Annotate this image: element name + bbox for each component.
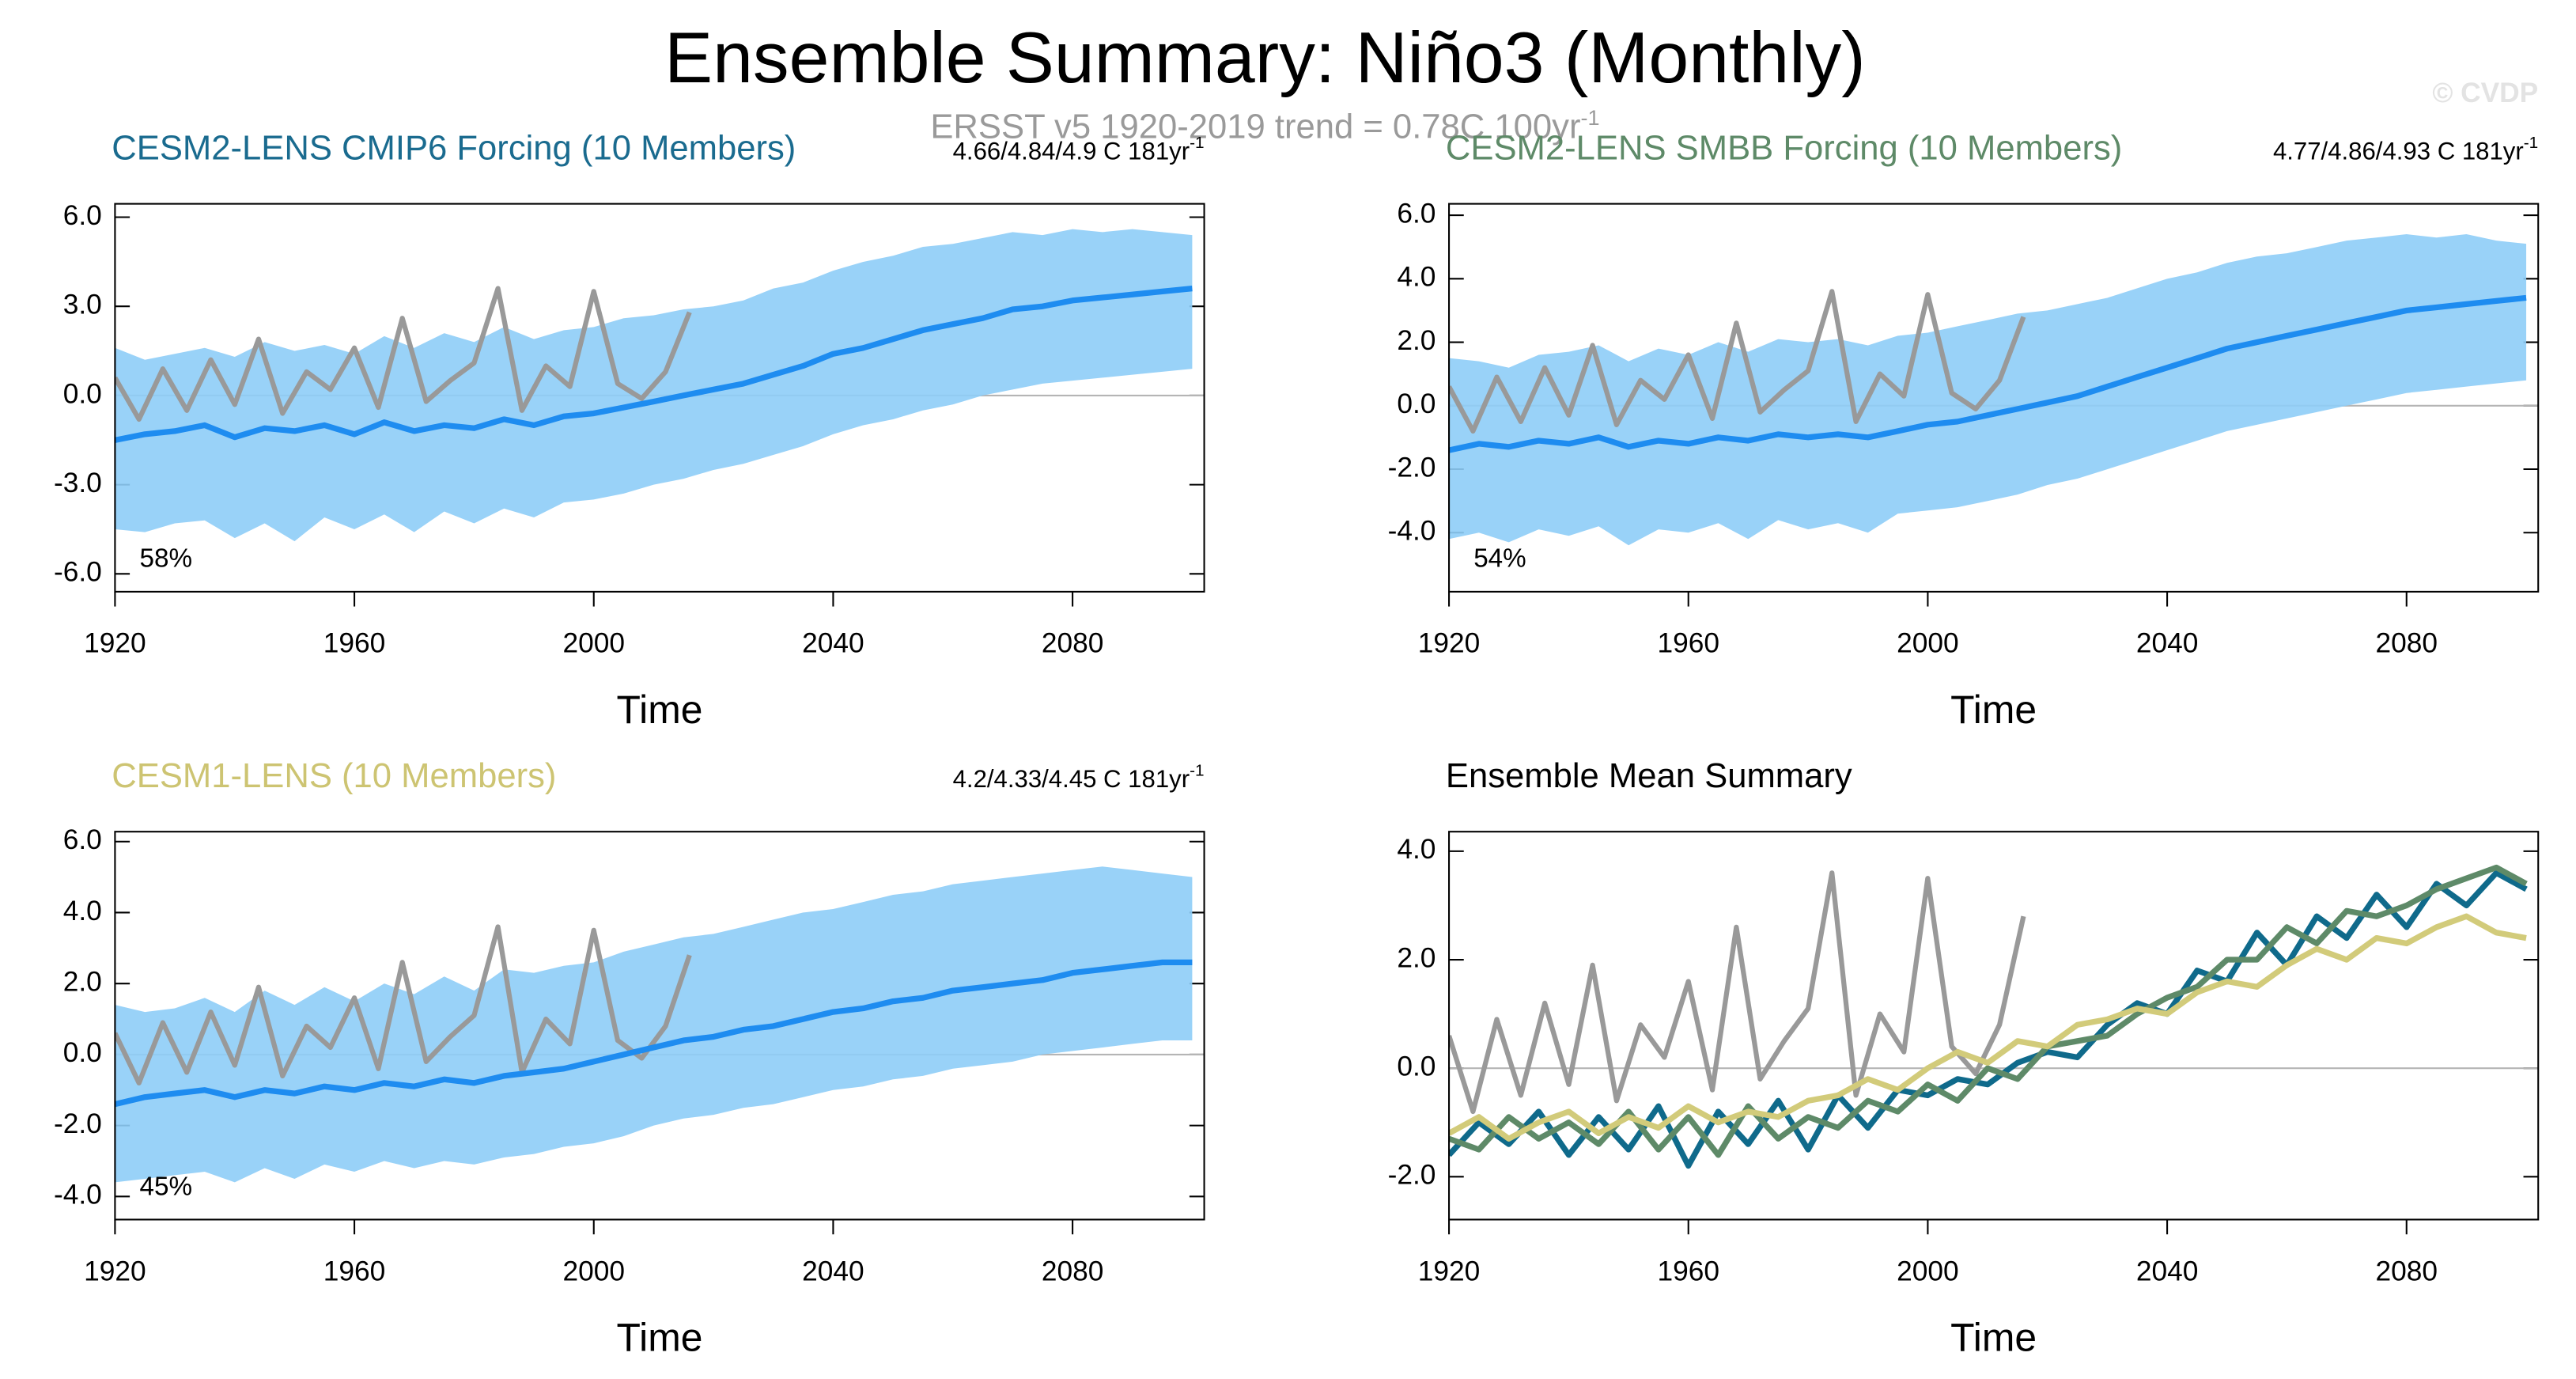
percent-label: 45%: [140, 1172, 192, 1201]
series-line: [115, 959, 1193, 1108]
trend-sup: -1: [1190, 134, 1204, 152]
series-line: [115, 285, 1193, 443]
plot-frame: [114, 831, 1205, 1221]
x-tick-label: 2000: [1897, 1256, 1959, 1286]
x-tick-label: 2040: [2136, 1256, 2199, 1286]
subtitle-text: ERSST v5 1920-2019 trend = 0.78C 100yr: [930, 108, 1580, 146]
panel: CESM2-LENS SMBB Forcing (10 Members) 4.77…: [1388, 130, 2540, 732]
x-tick-label: 1960: [1657, 628, 1719, 659]
panel-title: CESM1-LENS (10 Members): [112, 757, 556, 795]
trend-sup: -1: [2524, 134, 2538, 152]
x-tick-label: 2000: [1897, 628, 1959, 659]
plot-area: [1449, 234, 2539, 546]
plot-area: [1449, 864, 2539, 1169]
y-tick-label: 6.0: [63, 200, 102, 231]
ensemble-spread: [115, 866, 1193, 1183]
y-tick-label: 0.0: [63, 378, 102, 409]
y-tick-label: -2.0: [1388, 1160, 1436, 1191]
y-tick-label: 2.0: [63, 967, 102, 998]
panel: CESM2-LENS CMIP6 Forcing (10 Members) 4.6…: [54, 130, 1205, 732]
observed-line: [1449, 289, 2026, 434]
x-tick-label: 1920: [84, 1256, 146, 1286]
y-tick-label: 4.0: [1397, 262, 1436, 293]
x-tick-label: 1920: [1418, 1256, 1481, 1286]
y-tick-label: 2.0: [1397, 325, 1436, 356]
y-tick-label: 6.0: [63, 824, 102, 855]
plot-frame: [114, 203, 1205, 593]
y-tick-label: 2.0: [1397, 942, 1436, 973]
observed-line: [1449, 870, 2026, 1115]
series-line: [1449, 294, 2527, 453]
y-tick-label: 0.0: [63, 1037, 102, 1068]
x-tick-label: 2080: [2375, 628, 2438, 659]
x-tick-label: 2000: [562, 628, 625, 659]
series-line: [1449, 864, 2528, 1158]
y-tick-label: 0.0: [1397, 1051, 1436, 1082]
x-tick-label: 2080: [2375, 1256, 2438, 1286]
x-axis-label: Time: [1950, 1316, 2037, 1360]
x-tick-label: 2000: [562, 1256, 625, 1286]
x-axis-label: Time: [1950, 688, 2037, 732]
plot-area: [115, 866, 1205, 1183]
percent-label: 54%: [1473, 544, 1526, 574]
x-tick-label: 2040: [802, 628, 864, 659]
y-tick-label: 3.0: [63, 290, 102, 320]
plot-frame: [1448, 831, 2540, 1221]
panel-title: CESM2-LENS SMBB Forcing (10 Members): [1446, 130, 2122, 168]
x-tick-label: 1960: [323, 1256, 386, 1286]
trend-label: 4.66/4.84/4.9 C 181yr-1: [953, 134, 1205, 165]
x-tick-label: 2080: [1042, 628, 1104, 659]
panel-title: CESM2-LENS CMIP6 Forcing (10 Members): [112, 130, 796, 168]
trend-text: 4.77/4.86/4.93 C 181yr: [2273, 138, 2524, 165]
trend-text: 4.2/4.33/4.45 C 181yr: [953, 765, 1190, 793]
y-tick-label: 0.0: [1397, 388, 1436, 419]
y-tick-label: -3.0: [54, 468, 102, 498]
observed-line: [115, 924, 692, 1085]
y-tick-label: 4.0: [1397, 834, 1436, 865]
x-tick-label: 1920: [84, 628, 146, 659]
y-tick-label: -4.0: [54, 1180, 102, 1210]
plot-area: [115, 229, 1205, 542]
x-axis-label: Time: [617, 688, 703, 732]
panel: Ensemble Mean Summary 4.0 2.0 0.0 -2.0 1920 19…: [1388, 757, 2540, 1360]
y-tick-label: 6.0: [1397, 198, 1436, 229]
series-line: [1449, 913, 2527, 1142]
y-tick-label: -4.0: [1388, 516, 1436, 547]
trend-label: 4.77/4.86/4.93 C 181yr-1: [2273, 134, 2538, 165]
x-tick-label: 2040: [802, 1256, 864, 1286]
x-tick-label: 1960: [323, 628, 386, 659]
figure-subtitle: ERSST v5 1920-2019 trend = 0.78C 100yr-1: [930, 106, 1599, 146]
x-axis-label: Time: [617, 1316, 703, 1360]
watermark: © CVDP: [2432, 78, 2538, 108]
percent-label: 58%: [140, 544, 192, 574]
y-tick-label: -2.0: [54, 1108, 102, 1139]
trend-label: 4.2/4.33/4.45 C 181yr-1: [953, 762, 1205, 794]
trend-text: 4.66/4.84/4.9 C 181yr: [953, 138, 1190, 165]
subtitle-sup: -1: [1580, 106, 1599, 130]
figure-title: Ensemble Summary: Niño3 (Monthly): [664, 17, 1866, 98]
x-tick-label: 2040: [2136, 628, 2199, 659]
plot-frame: [1448, 203, 2540, 593]
x-tick-label: 2080: [1042, 1256, 1104, 1286]
y-tick-label: -2.0: [1388, 452, 1436, 483]
panel: CESM1-LENS (10 Members) 4.2/4.33/4.45 C 1…: [54, 757, 1205, 1360]
panel-title: Ensemble Mean Summary: [1446, 757, 1852, 795]
ensemble-spread: [1449, 234, 2527, 546]
y-tick-label: -6.0: [54, 557, 102, 588]
observed-line: [115, 286, 692, 422]
trend-sup: -1: [1190, 762, 1204, 780]
y-tick-label: 4.0: [63, 896, 102, 926]
x-tick-label: 1960: [1657, 1256, 1719, 1286]
x-tick-label: 1920: [1418, 628, 1481, 659]
series-line: [1449, 869, 2528, 1169]
